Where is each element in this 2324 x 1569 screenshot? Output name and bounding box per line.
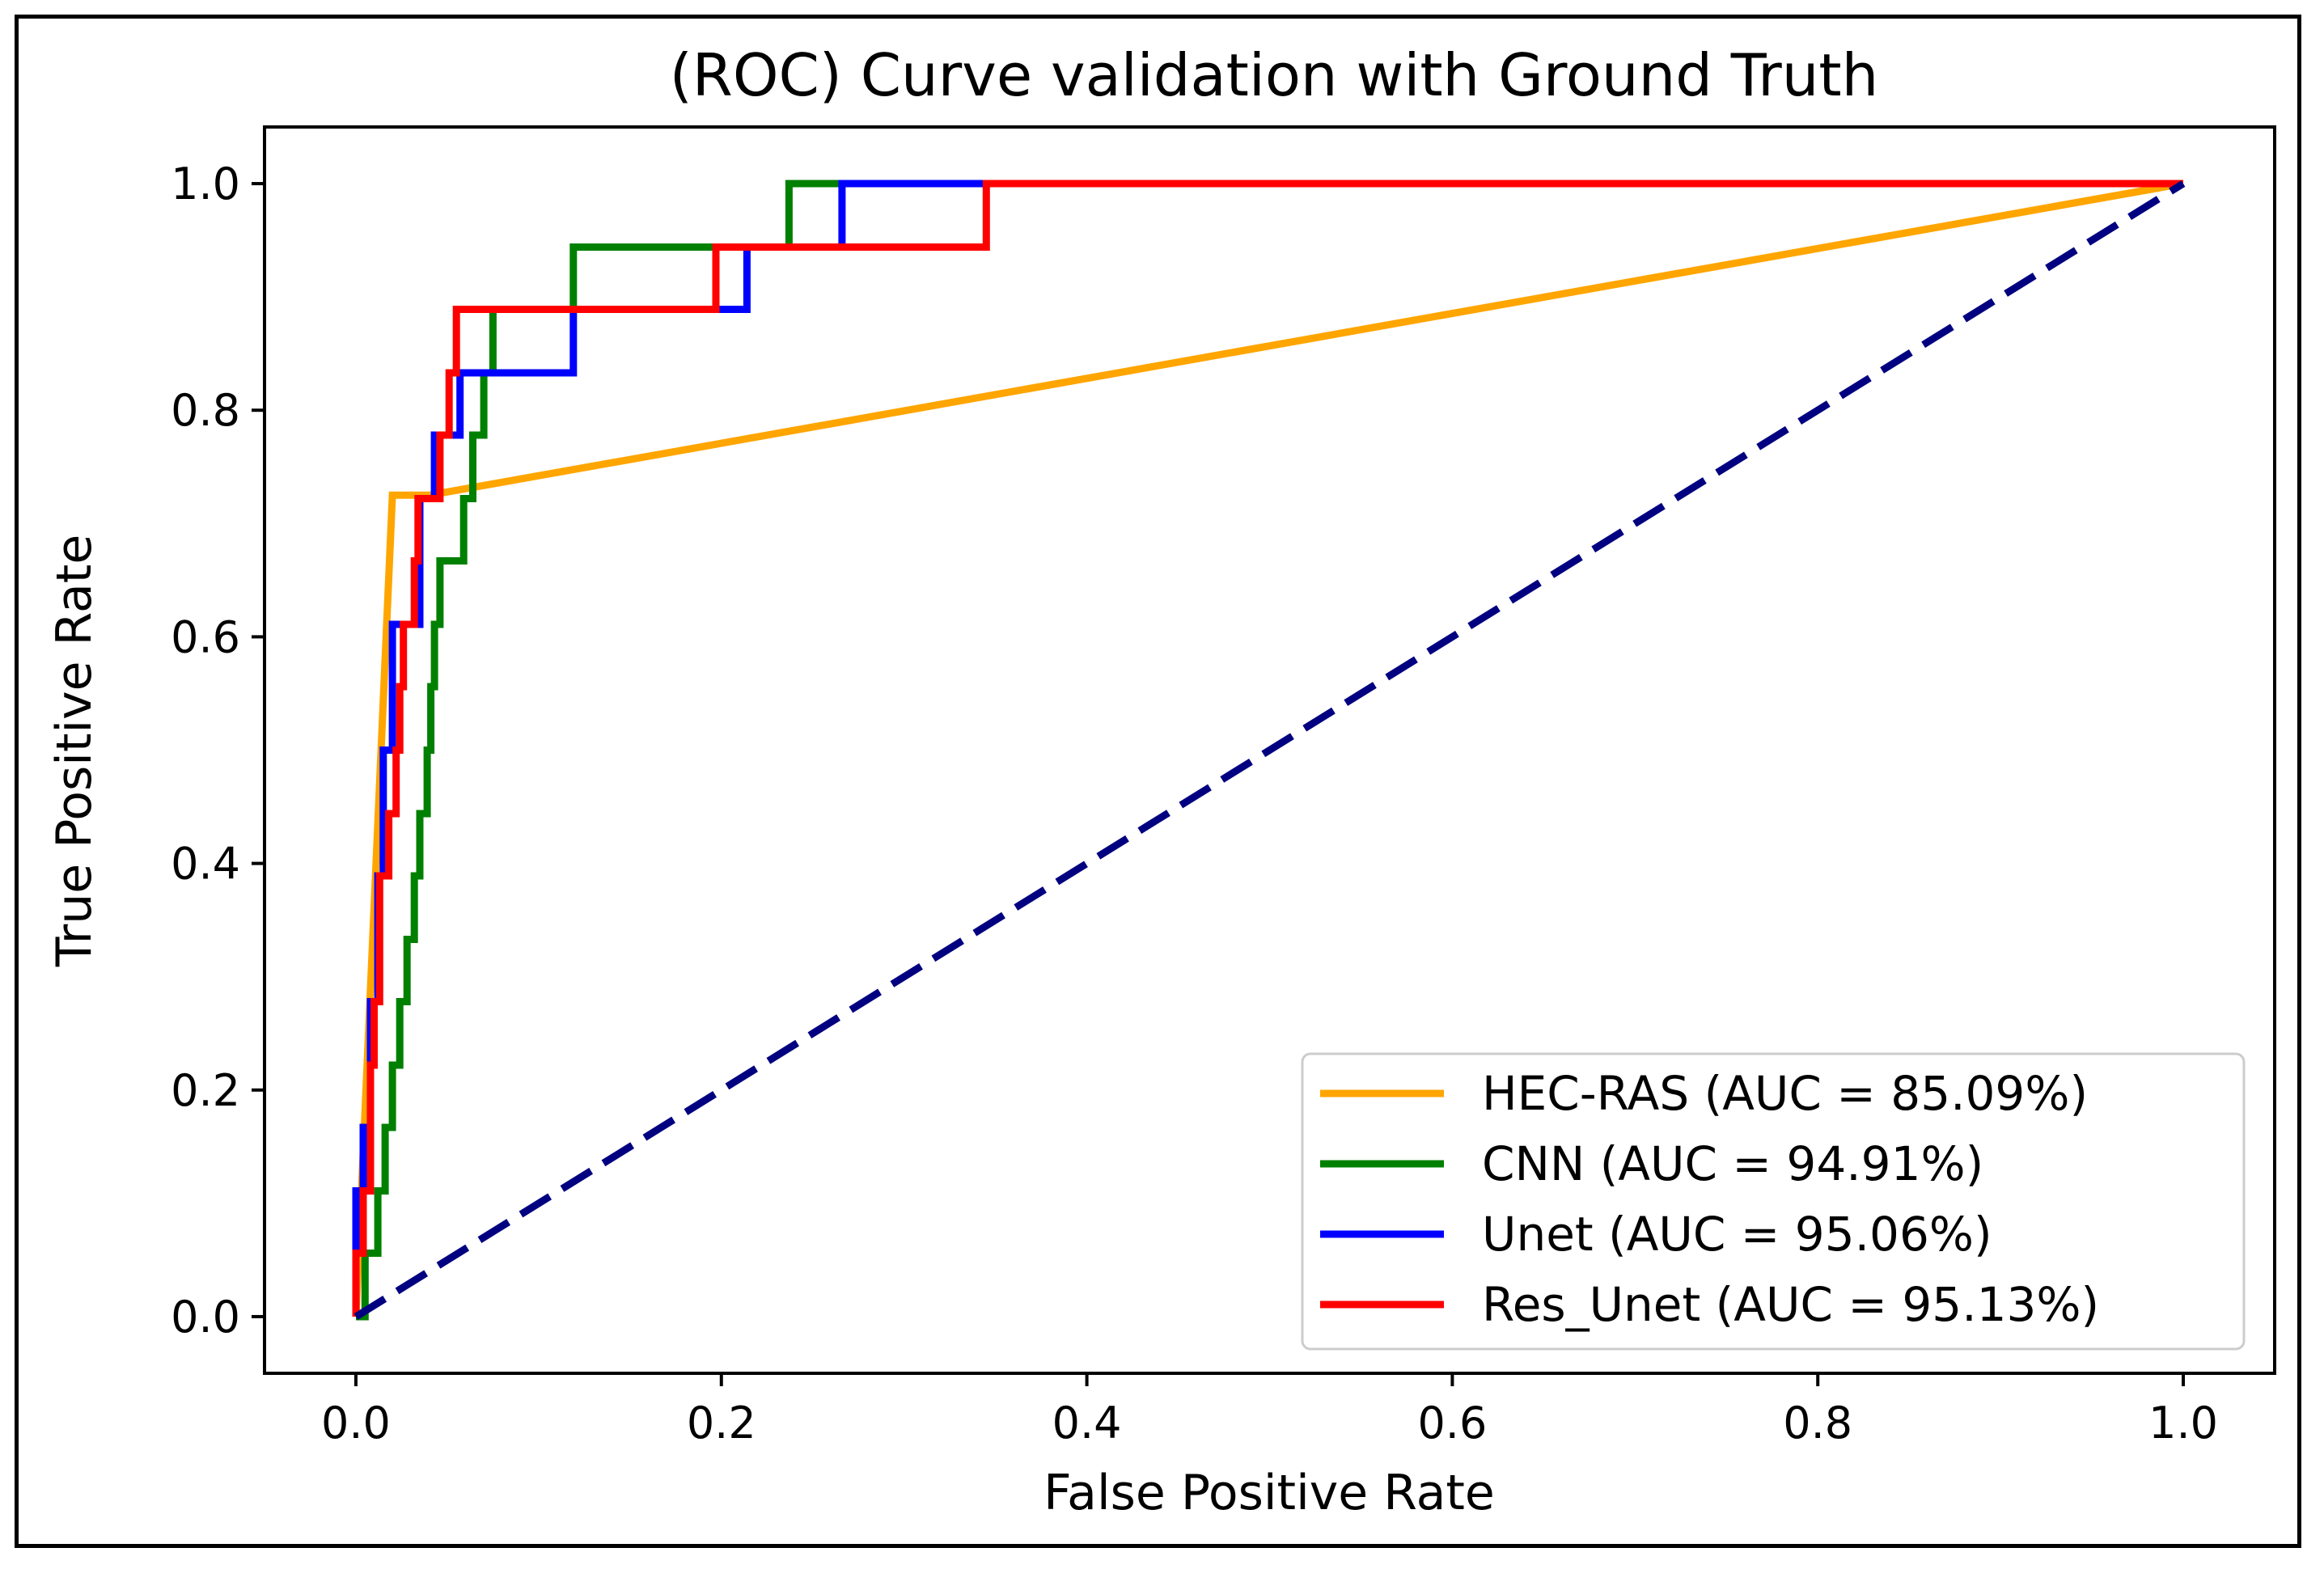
chart-title: (ROC) Curve validation with Ground Truth xyxy=(670,41,1879,109)
y-tick-label: 0.6 xyxy=(171,611,240,662)
x-axis-ticks: 0.0 0.2 0.4 0.6 0.8 1.0 xyxy=(321,1373,2218,1448)
x-tick-label: 0.0 xyxy=(321,1398,391,1448)
x-tick-label: 0.6 xyxy=(1417,1398,1487,1448)
plot-lines xyxy=(352,180,2186,1321)
x-tick-label: 0.4 xyxy=(1052,1398,1122,1448)
series-line-res-unet xyxy=(352,180,2183,1317)
plot-area-frame xyxy=(263,125,2276,1375)
figure-frame xyxy=(15,15,2301,1548)
legend-label-hec-ras: HEC-RAS (AUC = 85.09%) xyxy=(1482,1066,2088,1121)
y-tick-label: 0.0 xyxy=(171,1292,240,1343)
series-line-hec-ras xyxy=(352,180,2184,1317)
legend-label-unet: Unet (AUC = 95.06%) xyxy=(1482,1207,1992,1262)
legend: HEC-RAS (AUC = 85.09%) CNN (AUC = 94.91%)… xyxy=(1301,1052,2246,1351)
x-tick-label: 0.2 xyxy=(687,1398,756,1448)
y-tick-label: 1.0 xyxy=(171,159,240,209)
y-tick-label: 0.4 xyxy=(171,839,240,890)
reference-diagonal-line xyxy=(353,180,2186,1320)
x-tick-label: 1.0 xyxy=(2148,1398,2218,1448)
y-axis-ticks: 0.0 0.2 0.4 0.6 0.8 1.0 xyxy=(171,159,265,1343)
legend-entries: HEC-RAS (AUC = 85.09%) CNN (AUC = 94.91%)… xyxy=(1320,1066,2099,1332)
x-tick-label: 0.8 xyxy=(1783,1398,1852,1448)
legend-label-cnn: CNN (AUC = 94.91%) xyxy=(1482,1136,1983,1191)
x-axis-label: False Positive Rate xyxy=(1043,1465,1495,1521)
y-tick-label: 0.2 xyxy=(171,1065,240,1116)
y-axis-label: True Positive Rate xyxy=(46,535,103,967)
y-tick-label: 0.8 xyxy=(171,385,240,436)
legend-label-res-unet: Res_Unet (AUC = 95.13%) xyxy=(1482,1277,2099,1332)
legend-box xyxy=(1301,1052,2246,1351)
